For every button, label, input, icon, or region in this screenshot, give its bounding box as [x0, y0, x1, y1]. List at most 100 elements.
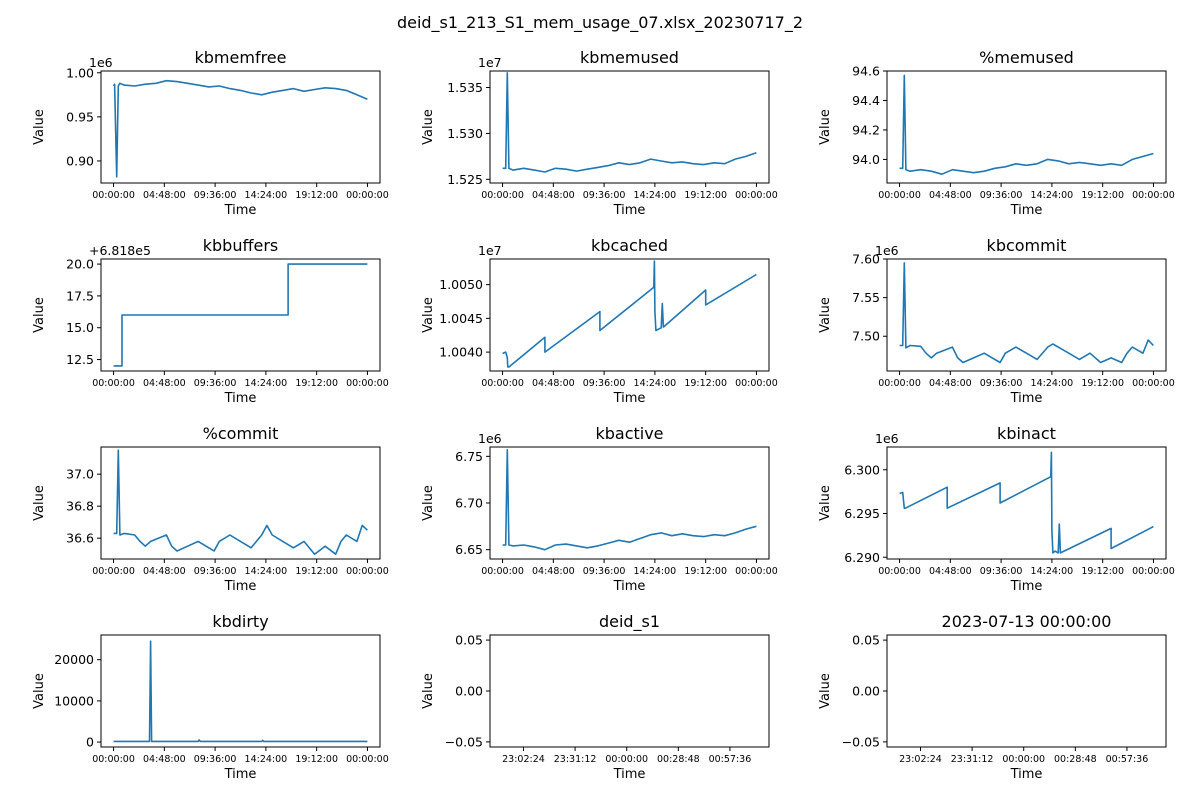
y-tick-label: 0.90 — [66, 153, 94, 168]
x-tick-label: 19:12:00 — [684, 378, 727, 389]
x-tick-label: 19:12:00 — [295, 190, 338, 201]
series-line — [113, 449, 368, 556]
x-tick-label: 19:12:00 — [1081, 566, 1124, 577]
x-tick-label: 09:36:00 — [583, 190, 626, 201]
x-tick-label: 00:00:00 — [735, 378, 778, 389]
y-tick-label: 6.295 — [844, 506, 880, 521]
y-tick-label: 15.0 — [66, 320, 94, 335]
y-tick-label: 20000 — [54, 652, 94, 667]
x-tick-label: 14:24:00 — [1031, 566, 1074, 577]
y-axis-label: Value — [421, 485, 436, 521]
y-tick-label: 36.8 — [66, 499, 94, 514]
y-tick-label: 6.300 — [844, 462, 880, 477]
y-axis-label: Value — [818, 485, 833, 521]
axes-frame — [100, 70, 381, 184]
series-line — [502, 448, 757, 551]
x-tick-label: 00:00:00 — [1002, 754, 1045, 765]
x-tick-label: 00:00:00 — [481, 378, 524, 389]
x-tick-label: 00:00:00 — [1132, 190, 1175, 201]
x-tick-label: 23:02:24 — [899, 754, 942, 765]
x-axis-label: Time — [1010, 391, 1043, 406]
y-tick-label: 17.5 — [66, 288, 94, 303]
x-tick-label: 14:24:00 — [1031, 378, 1074, 389]
axes-frame — [886, 634, 1167, 748]
axis-offset-text: 1e7 — [478, 55, 502, 70]
x-tick-label: 04:48:00 — [143, 754, 186, 765]
y-tick-label: 36.6 — [66, 531, 94, 546]
x-tick-label: 00:00:00 — [346, 378, 389, 389]
y-tick-label: −0.05 — [842, 734, 880, 749]
y-tick-label: 7.50 — [852, 329, 880, 344]
series-line — [112, 79, 368, 178]
y-tick-label: 0.00 — [852, 684, 880, 699]
axes-frame — [886, 258, 1167, 372]
x-tick-label: 00:00:00 — [92, 566, 135, 577]
x-tick-label: 00:00:00 — [878, 378, 921, 389]
x-tick-label: 04:48:00 — [532, 190, 575, 201]
x-tick-label: 14:24:00 — [245, 566, 288, 577]
series-line — [113, 263, 368, 367]
subplot-title: kbbuffers — [203, 236, 279, 255]
y-tick-label: 1.00 — [66, 65, 94, 80]
y-axis-label: Value — [818, 109, 833, 145]
x-tick-label: 00:00:00 — [346, 754, 389, 765]
x-tick-label: 19:12:00 — [1081, 378, 1124, 389]
x-tick-label: 09:36:00 — [980, 378, 1023, 389]
x-axis-label: Time — [1010, 579, 1043, 594]
y-tick-label: 94.0 — [852, 152, 880, 167]
y-tick-label: 1.530 — [447, 126, 483, 141]
x-tick-label: 00:00:00 — [346, 190, 389, 201]
x-tick-label: 23:31:12 — [554, 754, 597, 765]
axis-offset-text: 1e7 — [478, 243, 502, 258]
x-axis-label: Time — [613, 579, 646, 594]
axes-frame — [489, 634, 770, 748]
subplot-title: %commit — [203, 424, 279, 443]
x-tick-label: 00:57:36 — [709, 754, 752, 765]
y-tick-label: 0.05 — [455, 633, 483, 648]
y-axis-label: Value — [421, 109, 436, 145]
x-tick-label: 09:36:00 — [194, 566, 237, 577]
y-axis-label: Value — [32, 485, 47, 521]
x-tick-label: 14:24:00 — [1031, 190, 1074, 201]
x-tick-label: 04:48:00 — [929, 378, 972, 389]
y-tick-label: 6.75 — [455, 449, 483, 464]
y-axis-label: Value — [32, 297, 47, 333]
x-tick-label: 19:12:00 — [684, 566, 727, 577]
y-tick-label: 1.0050 — [439, 277, 483, 292]
x-tick-label: 19:12:00 — [295, 566, 338, 577]
x-axis-label: Time — [1010, 767, 1043, 782]
x-axis-label: Time — [224, 767, 257, 782]
series-line — [502, 260, 757, 368]
axis-offset-text: 1e6 — [478, 431, 502, 446]
subplot-title: %memused — [979, 48, 1074, 67]
x-tick-label: 19:12:00 — [1081, 190, 1124, 201]
y-tick-label: 6.290 — [844, 550, 880, 565]
subplot-title: deid_s1 — [599, 612, 660, 632]
y-tick-label: 20.0 — [66, 257, 94, 272]
x-tick-label: 00:00:00 — [1132, 566, 1175, 577]
x-tick-label: 09:36:00 — [583, 566, 626, 577]
x-tick-label: 00:00:00 — [735, 566, 778, 577]
subplot-title: kbdirty — [212, 612, 268, 631]
axes-frame — [886, 446, 1167, 560]
x-tick-label: 04:48:00 — [143, 190, 186, 201]
x-tick-label: 00:28:48 — [657, 754, 700, 765]
subplot-title: 2023-07-13 00:00:00 — [942, 612, 1112, 631]
x-tick-label: 00:28:48 — [1054, 754, 1097, 765]
series-line — [502, 72, 757, 173]
x-tick-label: 19:12:00 — [684, 190, 727, 201]
axes-frame — [489, 258, 770, 372]
x-tick-label: 19:12:00 — [295, 754, 338, 765]
x-axis-label: Time — [224, 203, 257, 218]
x-tick-label: 00:00:00 — [92, 378, 135, 389]
axes-frame — [886, 70, 1167, 184]
x-tick-label: 04:48:00 — [143, 566, 186, 577]
y-tick-label: 0.05 — [852, 633, 880, 648]
x-tick-label: 19:12:00 — [295, 378, 338, 389]
subplot-title: kbmemused — [580, 48, 679, 67]
x-tick-label: 09:36:00 — [194, 754, 237, 765]
y-tick-label: 6.70 — [455, 496, 483, 511]
x-axis-label: Time — [613, 767, 646, 782]
x-tick-label: 09:36:00 — [980, 566, 1023, 577]
